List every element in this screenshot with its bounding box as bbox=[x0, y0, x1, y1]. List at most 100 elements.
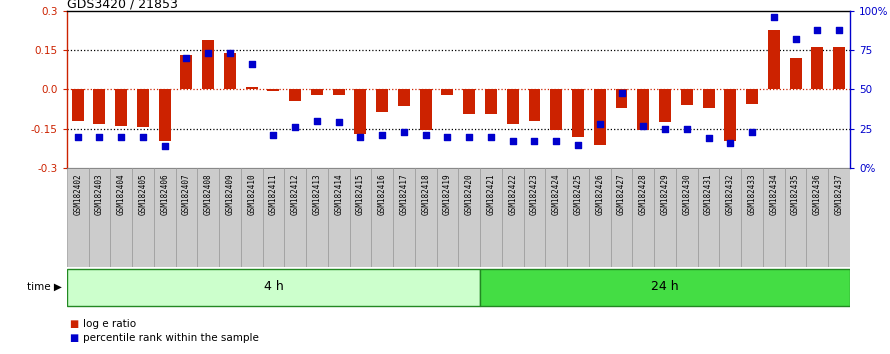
Text: ■: ■ bbox=[69, 333, 78, 343]
Text: GSM182422: GSM182422 bbox=[508, 173, 517, 215]
Bar bbox=[88, 168, 110, 267]
Text: GSM182408: GSM182408 bbox=[204, 173, 213, 215]
Bar bbox=[594, 89, 606, 144]
Bar bbox=[219, 168, 241, 267]
Text: GSM182425: GSM182425 bbox=[573, 173, 583, 215]
Bar bbox=[829, 168, 850, 267]
Bar bbox=[437, 168, 458, 267]
Point bbox=[528, 138, 542, 144]
Bar bbox=[724, 89, 736, 141]
Bar bbox=[181, 55, 192, 89]
Bar bbox=[702, 89, 715, 108]
Bar bbox=[110, 168, 132, 267]
Point bbox=[353, 134, 368, 139]
Text: GSM182409: GSM182409 bbox=[225, 173, 234, 215]
Point bbox=[114, 134, 128, 139]
Bar bbox=[175, 168, 198, 267]
Bar bbox=[589, 168, 611, 267]
Point bbox=[332, 120, 346, 125]
Text: 24 h: 24 h bbox=[651, 280, 679, 293]
Bar bbox=[741, 168, 763, 267]
Bar bbox=[611, 168, 633, 267]
Bar bbox=[415, 168, 437, 267]
Bar bbox=[67, 168, 88, 267]
Point bbox=[614, 90, 628, 95]
Text: GSM182426: GSM182426 bbox=[595, 173, 604, 215]
Bar bbox=[833, 47, 846, 89]
Bar bbox=[746, 89, 758, 104]
Text: GSM182434: GSM182434 bbox=[769, 173, 779, 215]
Bar bbox=[768, 30, 780, 89]
Text: GSM182432: GSM182432 bbox=[725, 173, 735, 215]
Text: GSM182429: GSM182429 bbox=[660, 173, 669, 215]
Bar bbox=[616, 89, 627, 108]
Text: GSM182411: GSM182411 bbox=[269, 173, 278, 215]
Point bbox=[288, 124, 303, 130]
Bar bbox=[350, 168, 371, 267]
Point bbox=[93, 134, 107, 139]
Point bbox=[136, 134, 150, 139]
Point bbox=[593, 121, 607, 127]
Point bbox=[158, 143, 172, 149]
Bar bbox=[158, 89, 171, 141]
Bar bbox=[502, 168, 523, 267]
Point bbox=[549, 138, 563, 144]
Text: GSM182435: GSM182435 bbox=[791, 173, 800, 215]
Bar bbox=[654, 168, 676, 267]
Text: GSM182414: GSM182414 bbox=[334, 173, 344, 215]
Bar bbox=[480, 269, 850, 306]
Bar bbox=[464, 89, 475, 114]
Text: GSM182416: GSM182416 bbox=[377, 173, 387, 215]
Point bbox=[680, 126, 694, 132]
Bar bbox=[328, 168, 350, 267]
Text: GSM182419: GSM182419 bbox=[443, 173, 452, 215]
Bar bbox=[263, 168, 284, 267]
Point bbox=[418, 132, 433, 138]
Text: GSM182405: GSM182405 bbox=[138, 173, 148, 215]
Bar bbox=[393, 168, 415, 267]
Text: log e ratio: log e ratio bbox=[83, 319, 136, 329]
Bar bbox=[572, 89, 584, 137]
Bar bbox=[789, 58, 802, 89]
Bar bbox=[567, 168, 589, 267]
Bar bbox=[676, 168, 698, 267]
Bar bbox=[485, 89, 497, 114]
Bar bbox=[458, 168, 480, 267]
Text: GSM182421: GSM182421 bbox=[487, 173, 496, 215]
Bar bbox=[550, 89, 562, 130]
Bar bbox=[812, 47, 823, 89]
Bar bbox=[398, 89, 410, 107]
Bar bbox=[246, 87, 258, 89]
Point bbox=[636, 123, 651, 129]
Point bbox=[222, 50, 237, 56]
Point bbox=[724, 140, 738, 146]
Bar bbox=[224, 53, 236, 89]
Text: GSM182437: GSM182437 bbox=[835, 173, 844, 215]
Point bbox=[70, 134, 85, 139]
Text: GSM182433: GSM182433 bbox=[748, 173, 756, 215]
Bar bbox=[137, 89, 149, 127]
Text: GSM182417: GSM182417 bbox=[400, 173, 409, 215]
Point bbox=[266, 132, 280, 138]
Bar bbox=[311, 89, 323, 95]
Text: GSM182410: GSM182410 bbox=[247, 173, 256, 215]
Text: GSM182412: GSM182412 bbox=[291, 173, 300, 215]
Point bbox=[789, 36, 803, 42]
Text: GSM182427: GSM182427 bbox=[617, 173, 626, 215]
Bar bbox=[480, 168, 502, 267]
Text: GSM182424: GSM182424 bbox=[552, 173, 561, 215]
Text: GSM182407: GSM182407 bbox=[182, 173, 191, 215]
Bar bbox=[132, 168, 154, 267]
Point bbox=[658, 126, 672, 132]
Point bbox=[766, 14, 781, 20]
Point bbox=[201, 50, 215, 56]
Text: GSM182418: GSM182418 bbox=[421, 173, 430, 215]
Bar bbox=[67, 269, 480, 306]
Point bbox=[245, 61, 259, 67]
Bar bbox=[371, 168, 393, 267]
Point bbox=[462, 134, 476, 139]
Point bbox=[397, 129, 411, 135]
Bar bbox=[806, 168, 829, 267]
Point bbox=[832, 27, 846, 32]
Text: GSM182430: GSM182430 bbox=[683, 173, 692, 215]
